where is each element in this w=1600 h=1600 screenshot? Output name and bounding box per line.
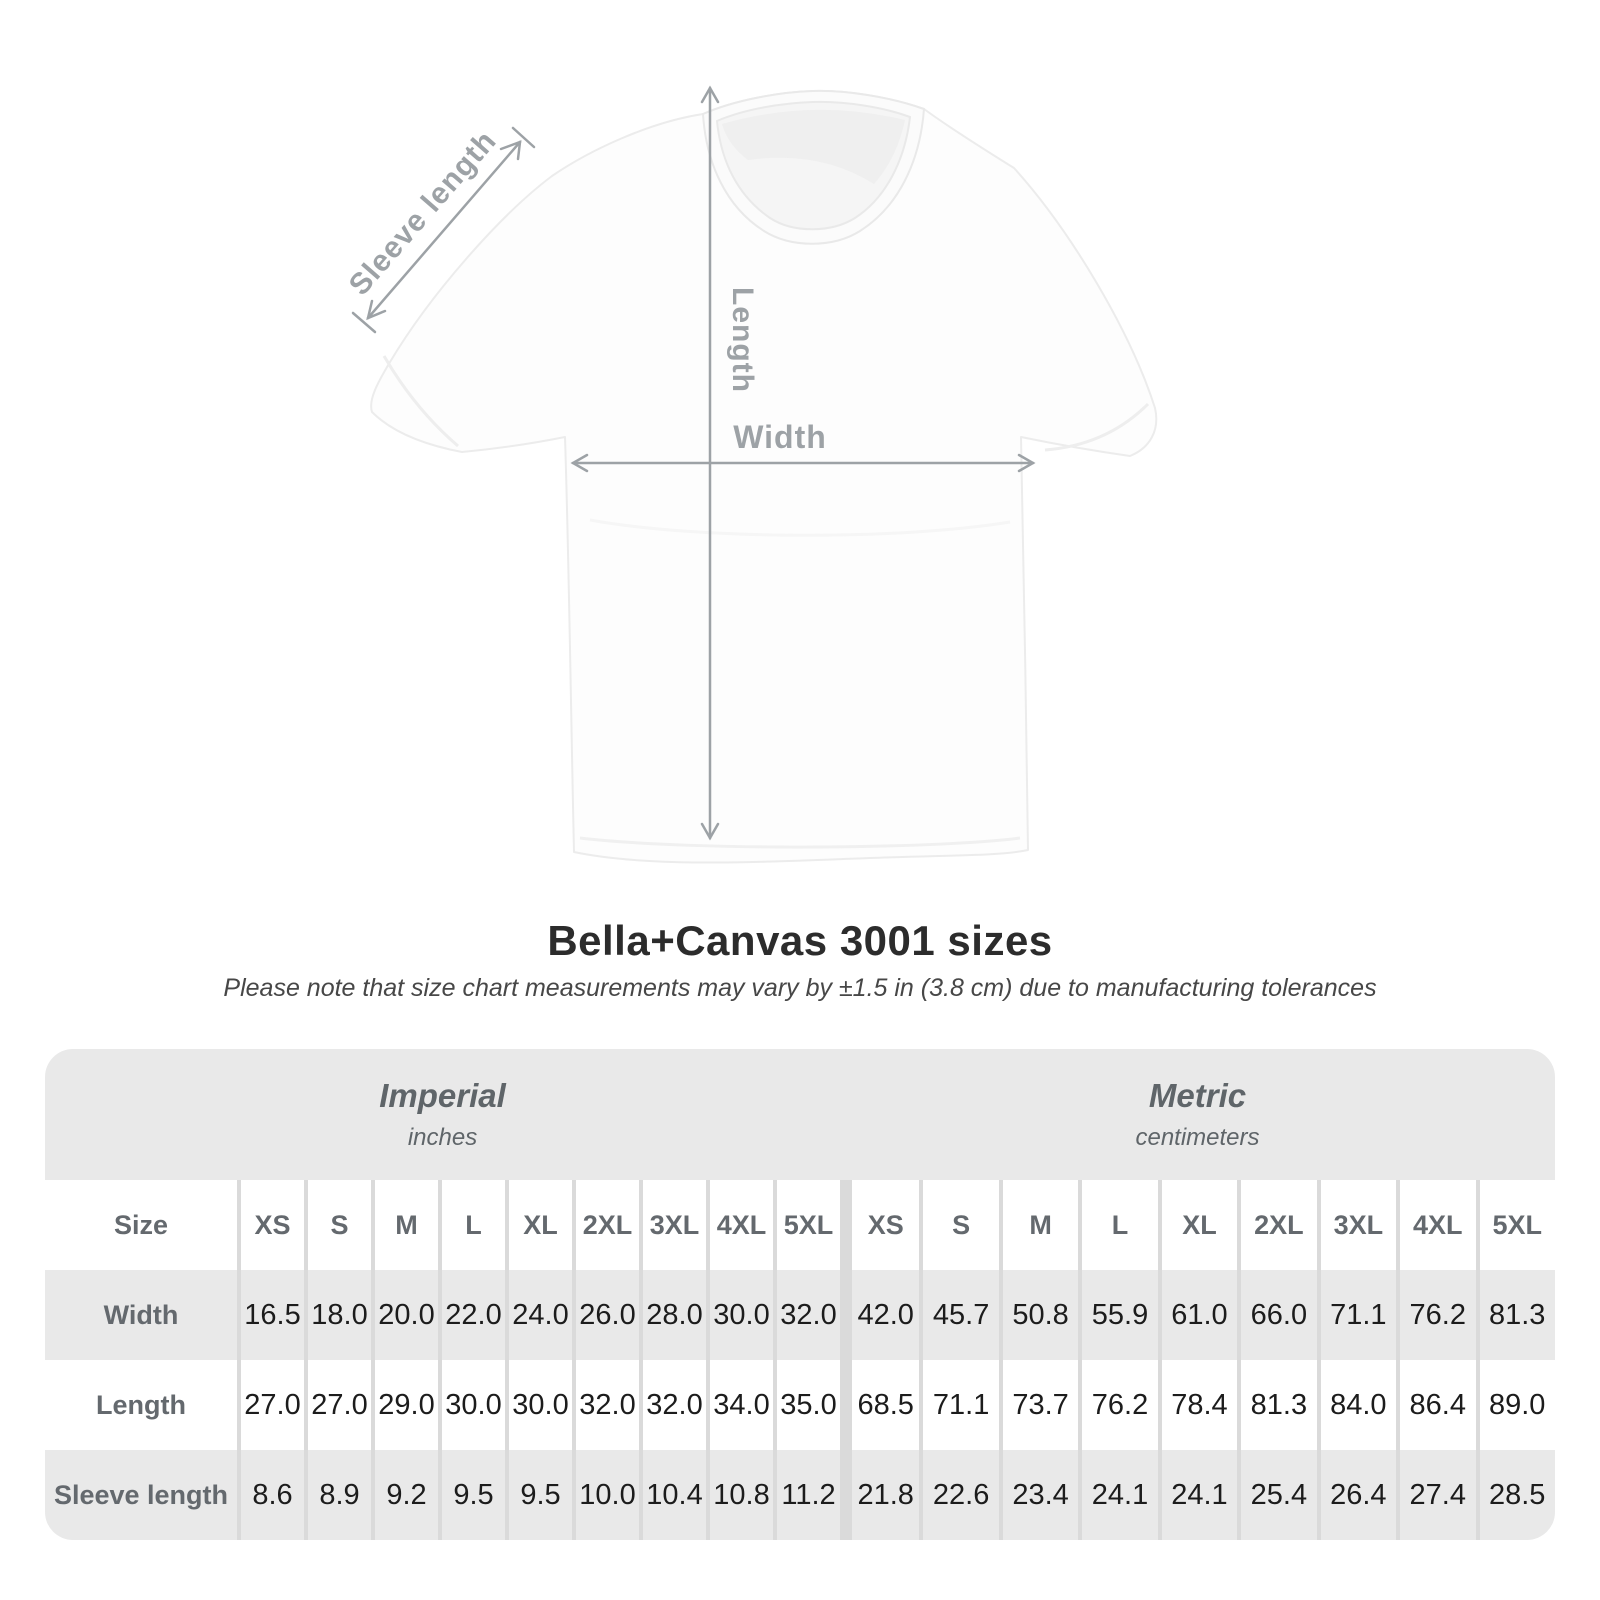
value-cell: 42.0 [840, 1270, 919, 1360]
size-header-cell: XL [505, 1180, 572, 1270]
length-row: Length 27.0 27.0 29.0 30.0 30.0 32.0 32.… [45, 1360, 1555, 1450]
value-cell: 24.0 [505, 1270, 572, 1360]
metric-unit: centimeters [1135, 1124, 1260, 1151]
sleeve-length-arrow [351, 126, 536, 334]
value-cell: 21.8 [840, 1450, 919, 1540]
value-cell: 55.9 [1078, 1270, 1157, 1360]
value-cell: 71.1 [919, 1360, 998, 1450]
value-cell: 50.8 [998, 1270, 1078, 1360]
metric-header: Metric centimeters [840, 1049, 1555, 1180]
value-cell: 81.3 [1237, 1360, 1316, 1450]
imperial-title: Imperial [379, 1077, 506, 1114]
value-cell: 11.2 [773, 1450, 840, 1540]
value-cell: 45.7 [919, 1270, 998, 1360]
value-cell: 35.0 [773, 1360, 840, 1450]
value-cell: 78.4 [1157, 1360, 1237, 1450]
imperial-unit: inches [407, 1124, 478, 1151]
value-cell: 27.0 [304, 1360, 371, 1450]
value-cell: 8.9 [304, 1450, 371, 1540]
value-cell: 10.0 [572, 1450, 639, 1540]
page-title: Bella+Canvas 3001 sizes [547, 917, 1053, 964]
value-cell: 32.0 [639, 1360, 706, 1450]
value-cell: 73.7 [998, 1360, 1078, 1450]
size-header-cell: L [1078, 1180, 1157, 1270]
size-header-cell: 2XL [1237, 1180, 1316, 1270]
size-header-row: Size XS S M L XL 2XL 3XL 4XL 5XL XS S M … [45, 1180, 1555, 1270]
imperial-header: Imperial inches [45, 1049, 840, 1180]
size-header-cell: XS [840, 1180, 919, 1270]
value-cell: 22.6 [919, 1450, 998, 1540]
size-column-header: Size [113, 1209, 169, 1240]
value-cell: 32.0 [773, 1270, 840, 1360]
value-cell: 27.0 [237, 1360, 304, 1450]
value-cell: 30.0 [438, 1360, 505, 1450]
size-header-cell: S [919, 1180, 998, 1270]
value-cell: 9.5 [505, 1450, 572, 1540]
value-cell: 8.6 [237, 1450, 304, 1540]
value-cell: 24.1 [1078, 1450, 1157, 1540]
value-cell: 28.5 [1475, 1450, 1555, 1540]
caption-block: Bella+Canvas 3001 sizes Please note that… [0, 917, 1600, 1003]
value-cell: 30.0 [706, 1270, 773, 1360]
sleeve-length-row: Sleeve length 8.6 8.9 9.2 9.5 9.5 10.0 1… [45, 1450, 1555, 1540]
size-header-cell: 3XL [639, 1180, 706, 1270]
length-label: Length [726, 287, 759, 393]
value-cell: 25.4 [1237, 1450, 1316, 1540]
value-cell: 26.4 [1316, 1450, 1396, 1540]
size-header-cell: L [438, 1180, 505, 1270]
value-cell: 16.5 [237, 1270, 304, 1360]
size-header-cell: XS [237, 1180, 304, 1270]
size-header-cell: S [304, 1180, 371, 1270]
value-cell: 10.4 [639, 1450, 706, 1540]
value-cell: 18.0 [304, 1270, 371, 1360]
value-cell: 29.0 [371, 1360, 438, 1450]
value-cell: 30.0 [505, 1360, 572, 1450]
value-cell: 34.0 [706, 1360, 773, 1450]
tshirt-graphic [370, 89, 1158, 864]
value-cell: 84.0 [1316, 1360, 1396, 1450]
row-label: Sleeve length [53, 1479, 229, 1510]
value-cell: 27.4 [1396, 1450, 1475, 1540]
metric-title: Metric [1148, 1077, 1247, 1114]
value-cell: 71.1 [1316, 1270, 1396, 1360]
value-cell: 86.4 [1396, 1360, 1475, 1450]
size-header-cell: 3XL [1316, 1180, 1396, 1270]
value-cell: 10.8 [706, 1450, 773, 1540]
size-header-cell: 2XL [572, 1180, 639, 1270]
size-header-cell: 4XL [706, 1180, 773, 1270]
value-cell: 89.0 [1475, 1360, 1555, 1450]
width-label: Width [733, 419, 827, 455]
value-cell: 24.1 [1157, 1450, 1237, 1540]
width-row: Width 16.5 18.0 20.0 22.0 24.0 26.0 28.0… [45, 1270, 1555, 1360]
value-cell: 22.0 [438, 1270, 505, 1360]
unit-header-band: Imperial inches Metric centimeters [45, 1049, 1555, 1180]
width-arrow [570, 453, 1036, 473]
value-cell: 9.2 [371, 1450, 438, 1540]
size-header-cell: M [371, 1180, 438, 1270]
size-header-cell: 5XL [773, 1180, 840, 1270]
value-cell: 81.3 [1475, 1270, 1555, 1360]
value-cell: 32.0 [572, 1360, 639, 1450]
size-header-cell: M [998, 1180, 1078, 1270]
value-cell: 23.4 [998, 1450, 1078, 1540]
value-cell: 9.5 [438, 1450, 505, 1540]
size-header-cell: 5XL [1475, 1180, 1555, 1270]
value-cell: 20.0 [371, 1270, 438, 1360]
value-cell: 26.0 [572, 1270, 639, 1360]
size-header-cell: XL [1157, 1180, 1237, 1270]
value-cell: 68.5 [840, 1360, 919, 1450]
value-cell: 28.0 [639, 1270, 706, 1360]
value-cell: 76.2 [1396, 1270, 1475, 1360]
value-cell: 61.0 [1157, 1270, 1237, 1360]
tshirt-measurement-diagram: Sleeve length Length Width [343, 85, 1158, 864]
value-cell: 76.2 [1078, 1360, 1157, 1450]
row-label: Width [103, 1299, 179, 1330]
row-label: Length [96, 1389, 186, 1420]
size-header-cell: 4XL [1396, 1180, 1475, 1270]
size-chart-table: Imperial inches Metric centimeters Size … [45, 1049, 1555, 1540]
tolerance-note: Please note that size chart measurements… [223, 974, 1377, 1002]
value-cell: 66.0 [1237, 1270, 1316, 1360]
